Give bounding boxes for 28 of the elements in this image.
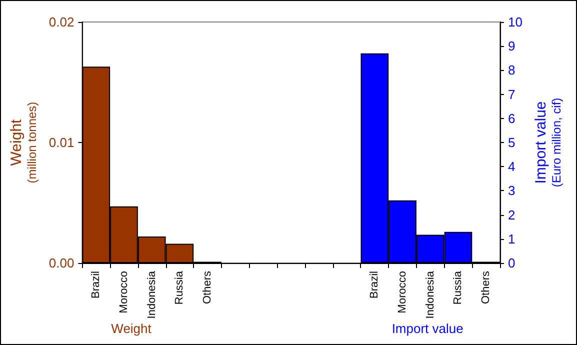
y2-tick-label: 4 <box>508 159 516 174</box>
x-tick-label: Morocco <box>118 271 130 314</box>
y2-tick-label: 10 <box>508 14 522 30</box>
x-tick-label: Brazil <box>90 271 102 299</box>
text: Weight <box>111 321 152 336</box>
y-tick-label: 0.01 <box>48 135 74 150</box>
y2-tick-label: 8 <box>508 62 516 78</box>
y2-axis-title: Import value (Euro million, cif) <box>532 98 564 188</box>
x-tick-label: Brazil <box>368 271 381 299</box>
y2-tick-label: 3 <box>508 183 516 198</box>
y2-tick-label: 2 <box>508 207 516 222</box>
x-tick-label: Morocco <box>396 271 409 314</box>
y-axis-title: Weight (million tonnes) <box>8 102 39 184</box>
y2-tick-label: 9 <box>508 38 516 54</box>
text: Import value <box>392 321 464 336</box>
x-tick-label: Indonesia <box>146 270 158 319</box>
x-tick-label: Russia <box>174 270 186 305</box>
x-tick-label: Indonesia <box>424 270 436 319</box>
y2-tick-label: 7 <box>508 86 516 102</box>
y-tick-label: 0.02 <box>48 14 74 30</box>
y-tick-label: 0.00 <box>48 256 74 270</box>
y2-tick-label: 6 <box>508 110 516 126</box>
y2-tick-label: 0 <box>508 256 516 270</box>
x-tick-label: Others <box>480 270 492 304</box>
x-tick-label: Russia <box>452 270 464 305</box>
x-tick-label: Others <box>202 270 214 304</box>
y2-tick-label: 5 <box>508 135 516 150</box>
y2-tick-label: 1 <box>508 231 516 246</box>
